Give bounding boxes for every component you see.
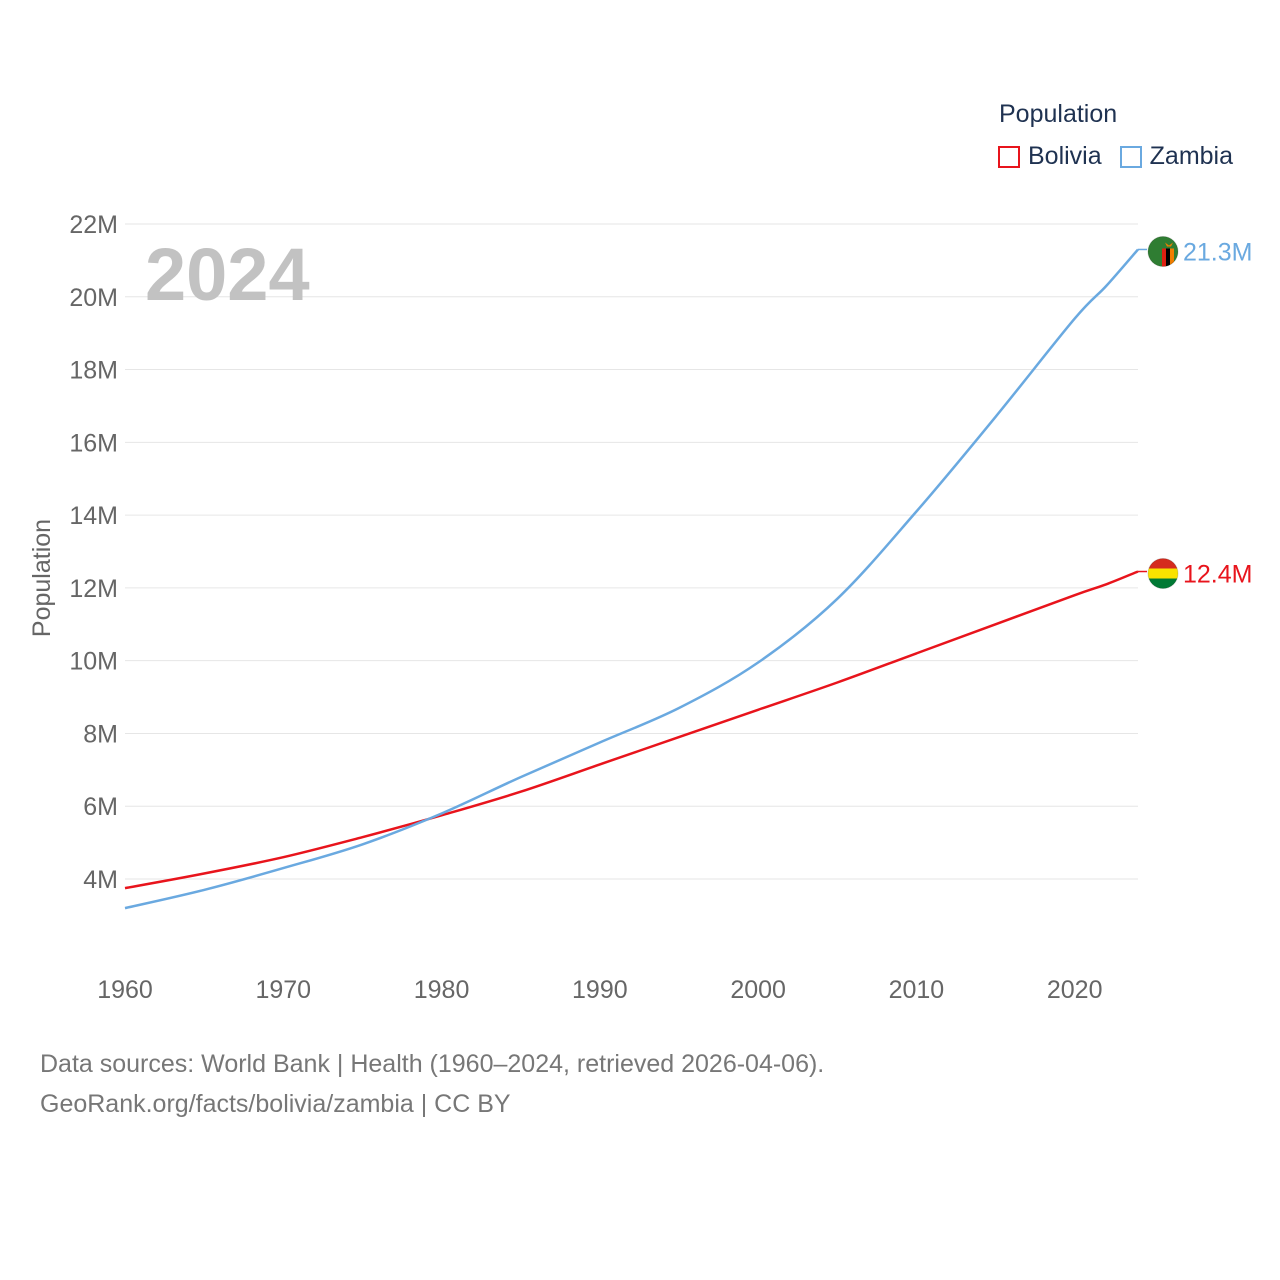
- y-axis-label: Population: [28, 519, 56, 637]
- legend-swatch-bolivia: [998, 145, 1020, 168]
- y-tick-label: 4M: [83, 866, 118, 894]
- x-tick-label: 1980: [414, 976, 470, 1004]
- y-tick-label: 10M: [69, 648, 118, 676]
- x-tick-label: 2000: [730, 976, 786, 1004]
- y-tick-label: 6M: [83, 793, 118, 821]
- legend-item-bolivia[interactable]: Bolivia: [998, 142, 1102, 171]
- year-watermark: 2024: [145, 233, 310, 316]
- y-tick-label: 18M: [69, 357, 118, 385]
- legend-swatch-zambia: [1119, 145, 1142, 168]
- legend-label-zambia: Zambia: [1149, 142, 1234, 170]
- grid-lines: [125, 223, 1138, 880]
- y-axis-ticks: 4M 6M 8M 10M 12M 14M 16M 18M 20M 22M: [69, 211, 118, 894]
- y-tick-label: 8M: [83, 720, 118, 748]
- end-value-label-bolivia: 12.4M: [1183, 561, 1252, 589]
- x-tick-label: 1960: [97, 976, 153, 1004]
- x-tick-label: 1990: [572, 976, 628, 1004]
- y-tick-label: 20M: [69, 284, 118, 312]
- legend-title: Population: [999, 100, 1118, 128]
- series-line-bolivia: [124, 570, 1139, 890]
- footer-sources: Data sources: World Bank | Health (1960–…: [40, 1050, 825, 1078]
- legend-item-zambia[interactable]: Zambia: [1119, 142, 1234, 171]
- series-line-zambia: [124, 248, 1139, 910]
- flag-icon-bolivia: [1147, 558, 1179, 590]
- legend-label-bolivia: Bolivia: [1028, 142, 1102, 170]
- x-tick-label: 1970: [255, 976, 311, 1004]
- flag-icon-zambia: [1147, 235, 1179, 267]
- series-lines: [124, 248, 1139, 910]
- footer-link[interactable]: GeoRank.org/facts/bolivia/zambia | CC BY: [40, 1090, 511, 1118]
- x-tick-label: 2020: [1047, 976, 1103, 1004]
- end-markers: 12.4M 21.3M: [1138, 235, 1252, 590]
- y-tick-label: 22M: [69, 211, 118, 239]
- footer: Data sources: World Bank | Health (1960–…: [40, 1044, 824, 1124]
- x-axis-ticks: 1960 1970 1980 1990 2000 2010 2020: [97, 976, 1102, 1004]
- x-tick-label: 2010: [889, 976, 945, 1004]
- end-value-label-zambia: 21.3M: [1183, 238, 1252, 266]
- y-tick-label: 16M: [69, 429, 118, 457]
- legend: Bolivia Zambia: [998, 142, 1251, 171]
- y-tick-label: 12M: [69, 575, 118, 603]
- y-tick-label: 14M: [69, 502, 118, 530]
